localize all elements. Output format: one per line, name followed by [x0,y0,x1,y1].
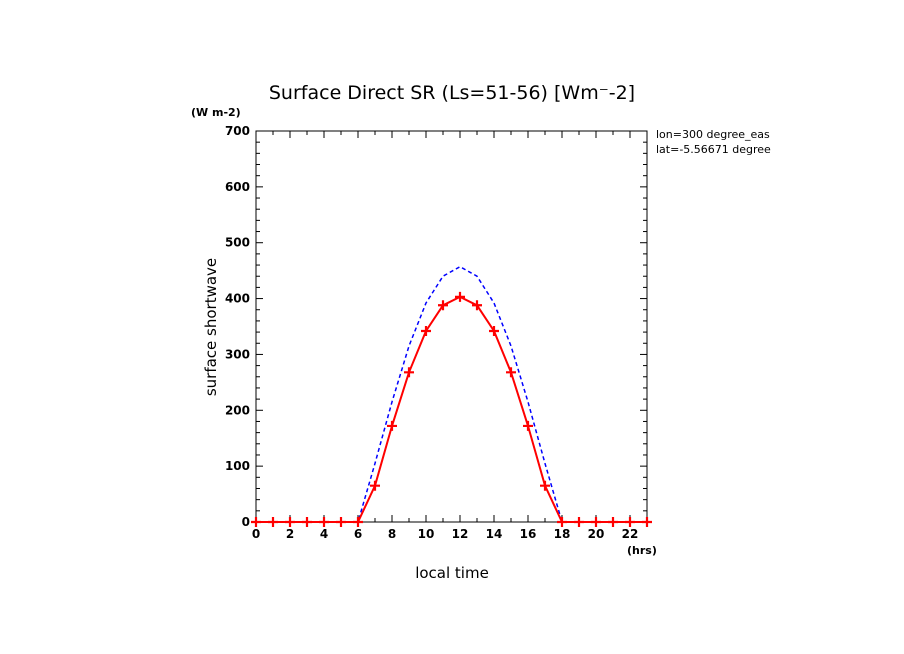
y-tick-label: 0 [242,515,250,529]
y-tick-label: 300 [225,347,250,361]
data-point-marker [557,517,567,527]
x-tick-label: 22 [622,527,639,541]
y-axis-label: surface shortwave [202,258,220,396]
y-unit-label: (W m-2) [191,106,241,119]
x-tick-label: 0 [252,527,260,541]
data-point-marker [506,367,516,378]
data-point-marker [336,517,346,527]
data-point-marker [404,367,414,378]
data-point-marker [251,517,261,527]
x-tick-label: 8 [388,527,396,541]
data-point-marker [608,517,618,527]
data-point-marker [353,517,363,527]
data-point-marker [268,517,278,527]
data-point-marker [472,300,482,311]
x-tick-label: 12 [452,527,469,541]
data-point-marker [370,480,380,491]
data-point-marker [574,517,584,527]
data-point-marker [523,420,533,431]
chart-title: Surface Direct SR (Ls=51-56) [Wm⁻-2] [269,82,635,104]
data-point-marker [591,517,601,527]
y-tick-label: 400 [225,292,250,306]
x-tick-label: 20 [588,527,605,541]
data-point-marker [421,325,431,336]
plot-area: 0 2 4 6 8 10 12 14 16 18 20 22 0 100 200 300 400 500 600 70… [225,124,652,541]
series-line [256,265,647,523]
data-point-marker [387,420,397,431]
data-point-marker [319,517,329,527]
x-tick-label: 14 [486,527,503,541]
lat-annotation: lat=-5.56671 degree [656,143,771,156]
x-tick-label: 2 [286,527,294,541]
data-point-marker [625,517,635,527]
data-point-marker [302,517,312,527]
y-tick-label: 200 [225,403,250,417]
x-axis-label: local time [415,564,489,582]
data-point-marker [642,517,652,527]
data-point-marker [540,480,550,491]
x-tick-label: 16 [520,527,537,541]
data-point-marker [489,325,499,336]
data-point-marker [438,300,448,311]
data-point-marker [455,291,465,302]
y-tick-label: 500 [225,236,250,250]
x-tick-label: 10 [418,527,435,541]
y-tick-label: 700 [225,124,250,138]
x-tick-label: 18 [554,527,571,541]
lon-annotation: lon=300 degree_eas [656,128,770,141]
x-unit-label: (hrs) [627,544,657,557]
x-tick-label: 4 [320,527,328,541]
x-tick-label: 6 [354,527,362,541]
plot-frame [255,130,648,523]
series-line [256,295,647,523]
data-point-marker [285,517,295,527]
y-tick-label: 600 [225,180,250,194]
y-tick-label: 100 [225,459,250,473]
